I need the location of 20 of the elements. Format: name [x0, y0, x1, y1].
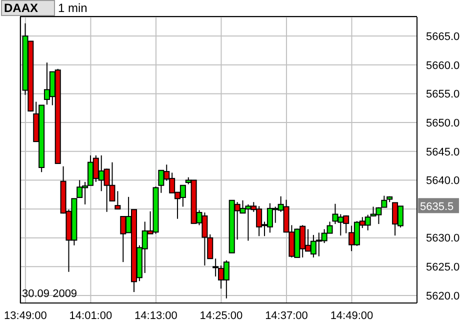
y-tick-label: 5645.0	[426, 146, 460, 158]
chart-title: DAAX	[1, 0, 55, 16]
y-tick-label: 5640.0	[426, 175, 460, 188]
annotation: 5635.5	[420, 201, 454, 214]
y-tick-label: 5630.0	[426, 232, 460, 245]
x-tick-label: 14:01:00	[69, 310, 112, 320]
x-tick-label: 13:49:00	[4, 310, 47, 320]
x-tick-label: 14:37:00	[265, 310, 308, 320]
annotation: 30.09 2009	[22, 288, 78, 301]
x-tick-label: 14:49:00	[330, 310, 374, 320]
x-tick-label: 14:13:00	[134, 310, 178, 320]
candlestick	[114, 190, 121, 210]
y-tick-label: 5620.0	[426, 290, 460, 302]
chart-subtitle: 1 min	[58, 1, 88, 15]
y-tick-label: 5650.0	[426, 117, 460, 130]
y-tick-label: 5660.0	[426, 60, 460, 72]
x-tick-label: 14:25:00	[200, 310, 243, 320]
y-tick-label: 5625.0	[426, 262, 460, 274]
y-tick-label: 5655.0	[426, 88, 460, 101]
y-tick-label: 5665.0	[426, 30, 460, 43]
